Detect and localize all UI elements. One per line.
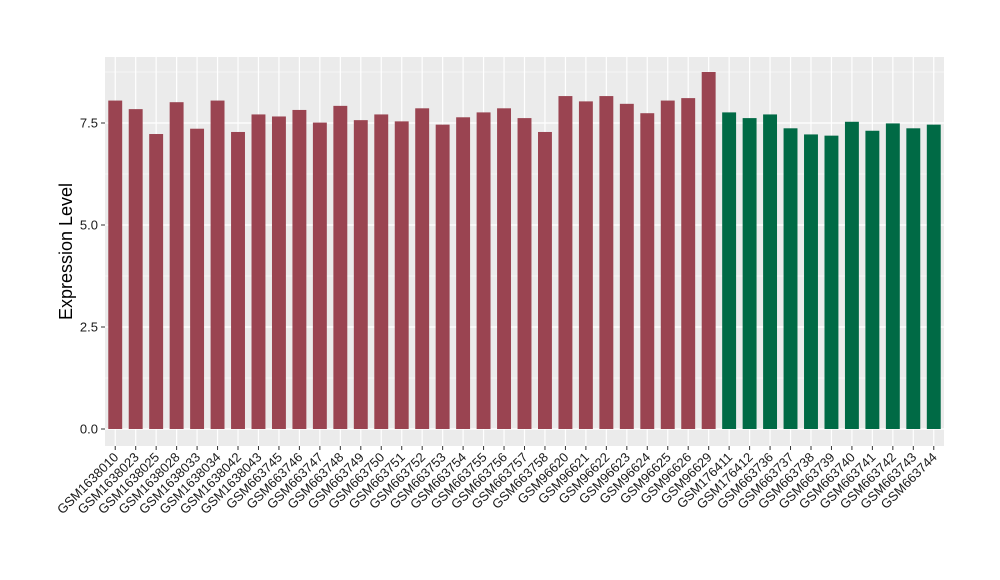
bar-GSM663739 bbox=[824, 135, 839, 429]
bar-GSM1638028 bbox=[169, 102, 184, 429]
bar-GSM663749 bbox=[353, 120, 368, 430]
bar-GSM96629 bbox=[701, 72, 716, 429]
bar-GSM663757 bbox=[517, 118, 532, 429]
bars-group bbox=[108, 72, 941, 430]
bar-GSM1638034 bbox=[210, 100, 225, 429]
y-tick-label: 7.5 bbox=[80, 116, 98, 131]
bar-GSM1638010 bbox=[108, 100, 123, 429]
bar-GSM663747 bbox=[312, 122, 327, 429]
y-axis-title: Expression Level bbox=[56, 183, 76, 320]
bar-GSM96625 bbox=[660, 100, 675, 429]
bar-GSM663740 bbox=[844, 121, 859, 429]
bar-GSM663736 bbox=[763, 114, 778, 429]
bar-GSM663753 bbox=[435, 124, 450, 429]
bar-GSM663756 bbox=[497, 108, 511, 429]
bar-GSM663751 bbox=[394, 121, 409, 430]
bar-GSM663745 bbox=[271, 116, 286, 430]
bar-GSM96624 bbox=[640, 113, 655, 429]
bar-GSM663748 bbox=[333, 105, 348, 429]
bar-GSM663754 bbox=[456, 117, 471, 430]
bar-GSM663742 bbox=[885, 123, 900, 430]
y-tick-label: 2.5 bbox=[80, 320, 98, 335]
bar-GSM96621 bbox=[578, 101, 593, 429]
bar-GSM663755 bbox=[476, 112, 491, 429]
bar-GSM663746 bbox=[292, 109, 307, 429]
bar-GSM1638025 bbox=[149, 134, 164, 430]
bar-GSM1638023 bbox=[128, 109, 143, 430]
bar-GSM663741 bbox=[865, 130, 880, 429]
bar-GSM663744 bbox=[926, 124, 941, 429]
bar-GSM663752 bbox=[415, 108, 430, 429]
bar-GSM663743 bbox=[906, 128, 921, 429]
bar-GSM96623 bbox=[619, 103, 634, 429]
bar-GSM663758 bbox=[538, 131, 552, 429]
bar-GSM1638043 bbox=[251, 114, 266, 429]
bar-GSM663737 bbox=[783, 128, 798, 429]
y-tick-label: 5.0 bbox=[80, 218, 98, 233]
bar-GSM176411 bbox=[722, 112, 737, 429]
x-axis: GSM1638010GSM1638023GSM1638025GSM1638028… bbox=[54, 446, 940, 517]
bar-GSM176412 bbox=[742, 118, 757, 429]
bar-GSM96620 bbox=[558, 96, 573, 430]
bar-GSM1638033 bbox=[190, 128, 205, 429]
bar-GSM663750 bbox=[374, 114, 389, 429]
bar-GSM1638042 bbox=[231, 131, 245, 429]
bar-GSM96622 bbox=[599, 96, 614, 430]
y-axis: 0.0 2.5 5.0 7.5 bbox=[80, 116, 105, 437]
bar-GSM96626 bbox=[681, 98, 696, 429]
bar-GSM663738 bbox=[804, 134, 818, 429]
y-tick-label: 0.0 bbox=[80, 422, 98, 437]
